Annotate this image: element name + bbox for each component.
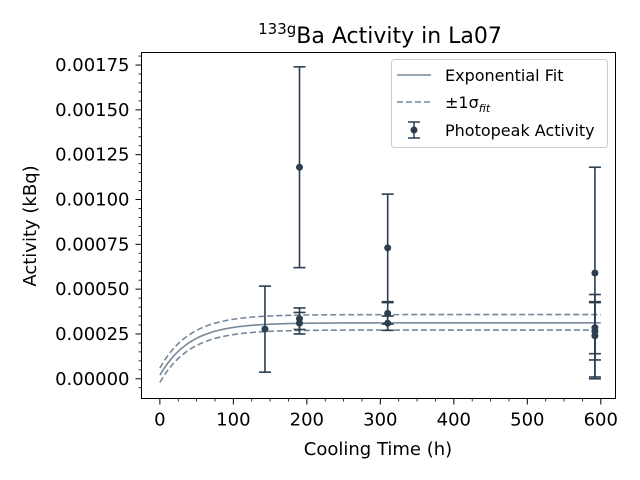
x-tick-label: 400 bbox=[437, 410, 471, 431]
data-points bbox=[258, 66, 601, 380]
legend-band-prefix: ±1σ bbox=[445, 93, 479, 112]
y-axis: 0.00000 0.00025 0.00050 0.00075 0.00100 0.001… bbox=[55, 55, 142, 390]
y-tick-label: 0.00100 bbox=[55, 190, 129, 211]
y-tick-label: 0.00150 bbox=[55, 100, 129, 121]
point-marker bbox=[384, 319, 392, 327]
legend-fit-label: Exponential Fit bbox=[445, 66, 563, 85]
legend-points-marker bbox=[410, 126, 418, 134]
point-marker bbox=[296, 319, 303, 327]
point-marker bbox=[261, 325, 269, 333]
point-marker bbox=[384, 309, 392, 317]
point-marker bbox=[591, 332, 599, 340]
data-point bbox=[381, 301, 394, 325]
y-tick-label: 0.00175 bbox=[55, 55, 129, 76]
data-point bbox=[293, 66, 306, 269]
data-point bbox=[381, 193, 394, 303]
x-axis-label: Cooling Time (h) bbox=[304, 439, 452, 460]
point-marker bbox=[591, 269, 599, 277]
lower-band-line bbox=[159, 329, 601, 383]
data-point bbox=[258, 285, 271, 373]
plot-frame bbox=[141, 52, 616, 399]
x-tick-label: 100 bbox=[216, 410, 250, 431]
data-point bbox=[381, 315, 394, 332]
upper-band-line bbox=[159, 313, 601, 369]
chart-title: 133gBa Activity in La07 bbox=[258, 20, 502, 49]
data-point bbox=[293, 311, 306, 335]
x-axis: 0 100 200 300 400 500 600 bbox=[154, 398, 618, 431]
point-marker bbox=[296, 163, 303, 171]
x-tick-label: 600 bbox=[584, 410, 618, 431]
legend-band-sub: fit bbox=[479, 102, 491, 115]
legend-box bbox=[391, 59, 608, 148]
x-tick-label: 200 bbox=[290, 410, 324, 431]
point-marker bbox=[384, 244, 392, 252]
y-tick-label: 0.00025 bbox=[55, 324, 129, 345]
fit-curve-group bbox=[159, 322, 601, 376]
x-tick-label: 500 bbox=[510, 410, 544, 431]
chart-title-superscript: 133g bbox=[258, 20, 296, 38]
x-tick-label: 0 bbox=[154, 410, 165, 431]
y-axis-label: Activity (kBq) bbox=[20, 165, 41, 286]
x-tick-label: 300 bbox=[363, 410, 397, 431]
y-tick-label: 0.00125 bbox=[55, 145, 129, 166]
legend: Exponential Fit ±1σfit Photopeak Activit… bbox=[391, 59, 608, 148]
y-tick-label: 0.00075 bbox=[55, 234, 129, 255]
chart-title-text: Ba Activity in La07 bbox=[296, 24, 502, 49]
fit-curve bbox=[159, 322, 601, 376]
plot-area bbox=[159, 66, 601, 383]
y-tick-label: 0.00050 bbox=[55, 279, 129, 300]
legend-points-label: Photopeak Activity bbox=[445, 121, 595, 140]
legend-band-label: ±1σfit bbox=[445, 93, 491, 115]
y-tick-label: 0.00000 bbox=[55, 369, 129, 390]
confidence-band bbox=[159, 313, 601, 383]
data-point bbox=[588, 293, 601, 378]
